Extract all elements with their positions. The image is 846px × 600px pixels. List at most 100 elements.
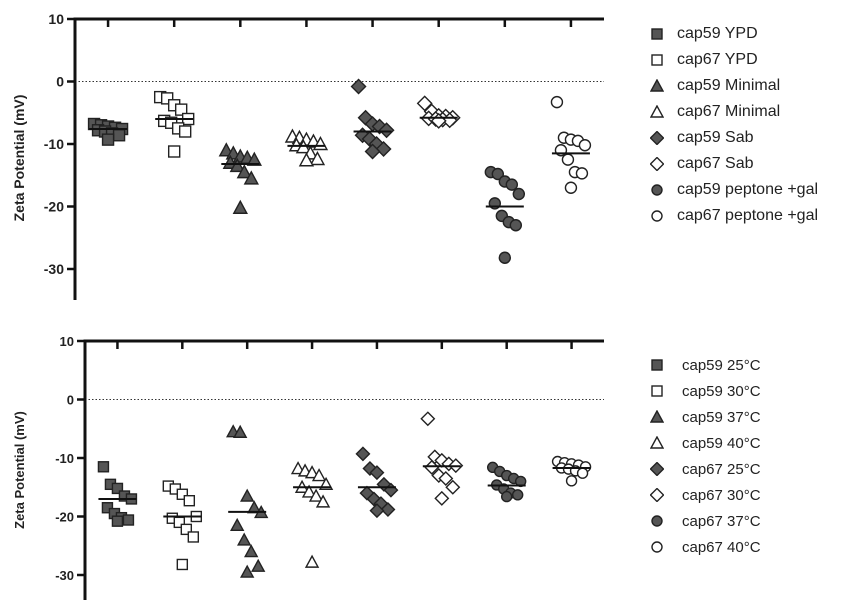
bottom-data-point <box>315 494 331 508</box>
square-marker-icon <box>651 359 663 371</box>
bottom-data-point <box>380 501 396 517</box>
circle-marker-icon <box>651 515 663 527</box>
legend-label: cap59 25°C <box>682 356 761 374</box>
bottom-data-point <box>511 489 524 501</box>
legend-item: cap59 Minimal <box>650 73 818 99</box>
circle-marker-icon <box>651 541 663 553</box>
bottom-data-point <box>438 470 454 486</box>
top-data-point <box>550 95 564 109</box>
bottom-data-point <box>301 484 317 498</box>
top-data-point <box>167 145 181 158</box>
bottom-data-point <box>500 490 513 503</box>
bottom-data-point <box>251 558 266 572</box>
triangle-marker-icon <box>650 105 664 118</box>
top-y-tick-label: -10 <box>44 136 64 152</box>
legend-item: cap59 25°C <box>650 352 761 378</box>
bottom-y-tick-label: -30 <box>55 568 74 583</box>
bottom-y-tick-label: -20 <box>55 510 74 525</box>
top-data-point <box>578 139 592 152</box>
top-data-point <box>309 151 326 166</box>
legend-label: cap67 Sab <box>677 155 754 172</box>
bottom-data-point <box>176 558 189 571</box>
circle-marker-icon <box>651 210 663 222</box>
triangle-marker-icon <box>650 79 664 92</box>
diamond-marker-icon <box>650 488 664 502</box>
bottom-data-point <box>237 532 252 546</box>
top-data-point <box>229 157 245 173</box>
bottom-data-point <box>420 411 436 427</box>
triangle-marker-icon <box>650 410 664 423</box>
bottom-data-point <box>565 475 578 487</box>
top-data-point <box>243 170 259 185</box>
triangle-marker-icon <box>650 436 664 449</box>
bottom-series-6 <box>486 461 527 503</box>
top-data-point <box>564 181 578 194</box>
legend-item: cap67 Sab <box>650 151 818 177</box>
circle-marker-icon <box>651 184 663 196</box>
top-y-tick-label: -30 <box>44 261 64 277</box>
legend-label: cap59 40°C <box>682 434 761 452</box>
top-data-point <box>178 125 192 138</box>
legend-item: cap67 Minimal <box>650 99 818 125</box>
legend-label: cap59 YPD <box>677 25 758 42</box>
top-series-5 <box>416 95 461 129</box>
top-data-point <box>416 95 433 112</box>
legend-label: cap67 25°C <box>682 460 761 478</box>
bottom-series-4 <box>355 446 399 519</box>
top-data-point <box>112 129 126 142</box>
top-chart: Zeta Potential (mV) 10 0 -10 -20 -30 <box>11 11 604 300</box>
legend-label: cap59 Minimal <box>677 77 781 94</box>
top-data-point <box>160 92 174 105</box>
legend-item: cap67 30°C <box>650 482 761 508</box>
legend-label: cap67 40°C <box>682 538 761 556</box>
bottom-y-axis-title: Zeta Potential (mV) <box>12 411 27 529</box>
legend-label: cap67 37°C <box>682 512 761 530</box>
top-data-point <box>378 122 395 139</box>
square-marker-icon <box>651 28 663 40</box>
bottom-data-point <box>233 424 248 438</box>
circle-marker-icon <box>651 210 663 222</box>
top-data-point <box>232 199 248 214</box>
diamond-marker-icon <box>650 488 664 502</box>
top-y-tick-label: 10 <box>48 11 64 27</box>
bottom-legend: cap59 25°C cap59 30°C cap59 37°C cap59 40°C… <box>650 352 761 560</box>
triangle-marker-icon <box>650 105 664 118</box>
legend-item: cap59 Sab <box>650 125 818 151</box>
bottom-series-3 <box>290 461 334 568</box>
bottom-data-point <box>230 517 245 531</box>
legend-label: cap59 peptone +gal <box>677 181 819 198</box>
legend-item: cap59 40°C <box>650 430 761 456</box>
bottom-data-point <box>369 465 385 481</box>
bottom-data-point <box>576 467 589 479</box>
diamond-marker-icon <box>650 462 664 476</box>
triangle-marker-icon <box>650 436 664 449</box>
bottom-data-point <box>240 564 255 578</box>
top-series-4 <box>350 78 395 160</box>
bottom-data-point <box>355 446 371 462</box>
circle-marker-icon <box>651 515 663 527</box>
top-series-2 <box>218 142 262 214</box>
bottom-series-0 <box>97 461 138 527</box>
top-y-axis-title: Zeta Potential (mV) <box>11 95 27 222</box>
bottom-data-point <box>369 503 385 519</box>
legend-item: cap67 YPD <box>650 47 818 73</box>
triangle-marker-icon <box>650 79 664 92</box>
top-data-point <box>298 152 315 167</box>
top-data-point <box>491 167 505 181</box>
bottom-series-7 <box>551 455 592 487</box>
legend-label: cap59 37°C <box>682 408 761 426</box>
square-marker-icon <box>651 385 663 397</box>
legend-label: cap59 Sab <box>677 129 754 146</box>
square-marker-icon <box>651 54 663 66</box>
bottom-data-point <box>304 465 320 479</box>
top-data-point <box>498 251 512 264</box>
bottom-y-tick-label: 0 <box>67 393 74 408</box>
circle-marker-icon <box>651 541 663 553</box>
top-series-1 <box>153 90 195 158</box>
bottom-data-point <box>176 488 189 500</box>
top-data-point <box>575 167 589 180</box>
top-data-point <box>174 103 188 116</box>
top-data-point <box>375 141 392 157</box>
top-data-point <box>505 178 519 191</box>
top-data-point <box>350 78 367 95</box>
